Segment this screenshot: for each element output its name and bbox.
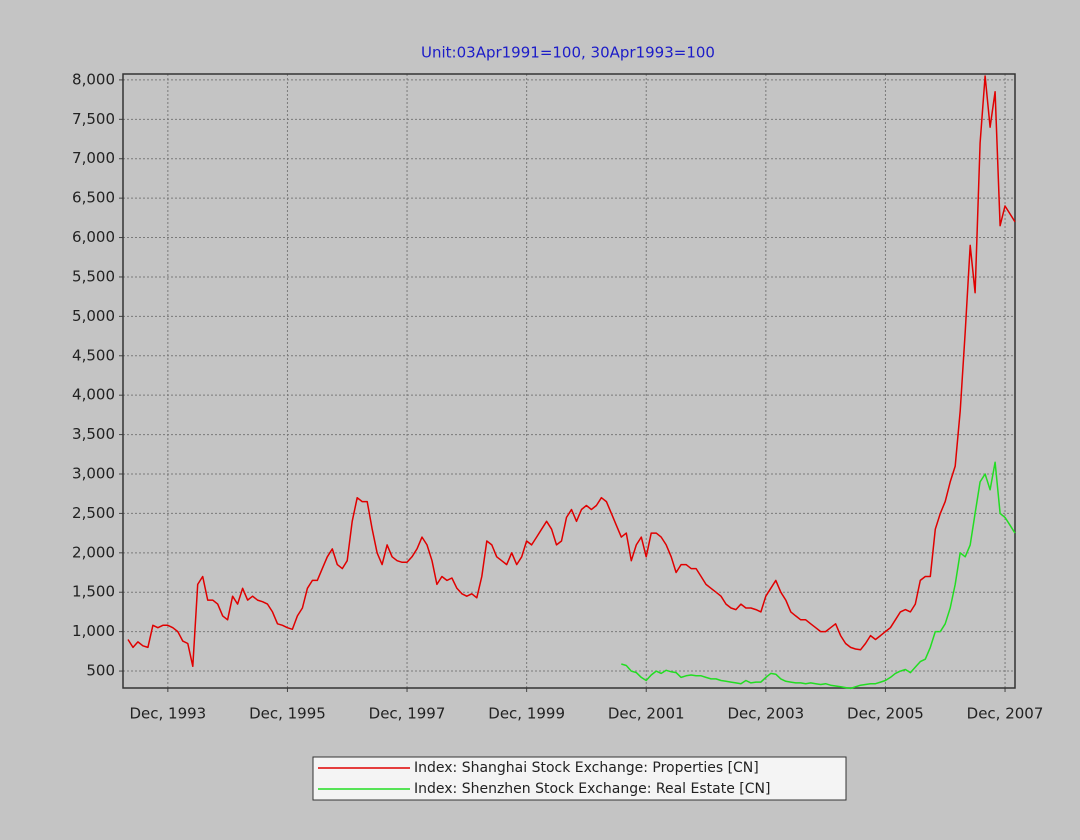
y-tick-label: 3,500: [72, 425, 115, 443]
y-tick-label: 1,500: [72, 583, 115, 601]
series-line: [127, 75, 1016, 668]
y-tick-label: 500: [86, 662, 115, 680]
x-tick-label: Dec, 2001: [608, 705, 685, 723]
legend-label: Index: Shenzhen Stock Exchange: Real Est…: [414, 781, 770, 797]
y-tick-label: 4,500: [72, 346, 115, 364]
x-tick-label: Dec, 1997: [369, 705, 446, 723]
y-tick-label: 5,500: [72, 267, 115, 285]
y-tick-label: 7,500: [72, 110, 115, 128]
chart-title: Unit:03Apr1991=100, 30Apr1993=100: [421, 44, 715, 62]
y-tick-label: 4,000: [72, 386, 115, 404]
plot-border: [122, 73, 1016, 689]
y-tick-label: 1,000: [72, 622, 115, 640]
x-tick-label: Dec, 1993: [129, 705, 206, 723]
plot-area: [123, 74, 1015, 688]
x-tick-label: Dec, 1999: [488, 705, 565, 723]
legend-box: [312, 756, 847, 801]
y-tick-label: 3,000: [72, 465, 115, 483]
y-tick-label: 5,000: [72, 307, 115, 325]
y-tick-label: 8,000: [72, 70, 115, 88]
legend-label: Index: Shanghai Stock Exchange: Properti…: [414, 760, 759, 776]
y-tick-label: 2,000: [72, 543, 115, 561]
x-tick-label: Dec, 1995: [249, 705, 326, 723]
y-tick-label: 2,500: [72, 504, 115, 522]
y-tick-label: 6,000: [72, 228, 115, 246]
x-tick-label: Dec, 2005: [847, 705, 924, 723]
x-tick-label: Dec, 2007: [967, 705, 1044, 723]
x-tick-label: Dec, 2003: [727, 705, 804, 723]
series-line: [621, 461, 1016, 690]
y-tick-label: 7,000: [72, 149, 115, 167]
y-tick-label: 6,500: [72, 189, 115, 207]
